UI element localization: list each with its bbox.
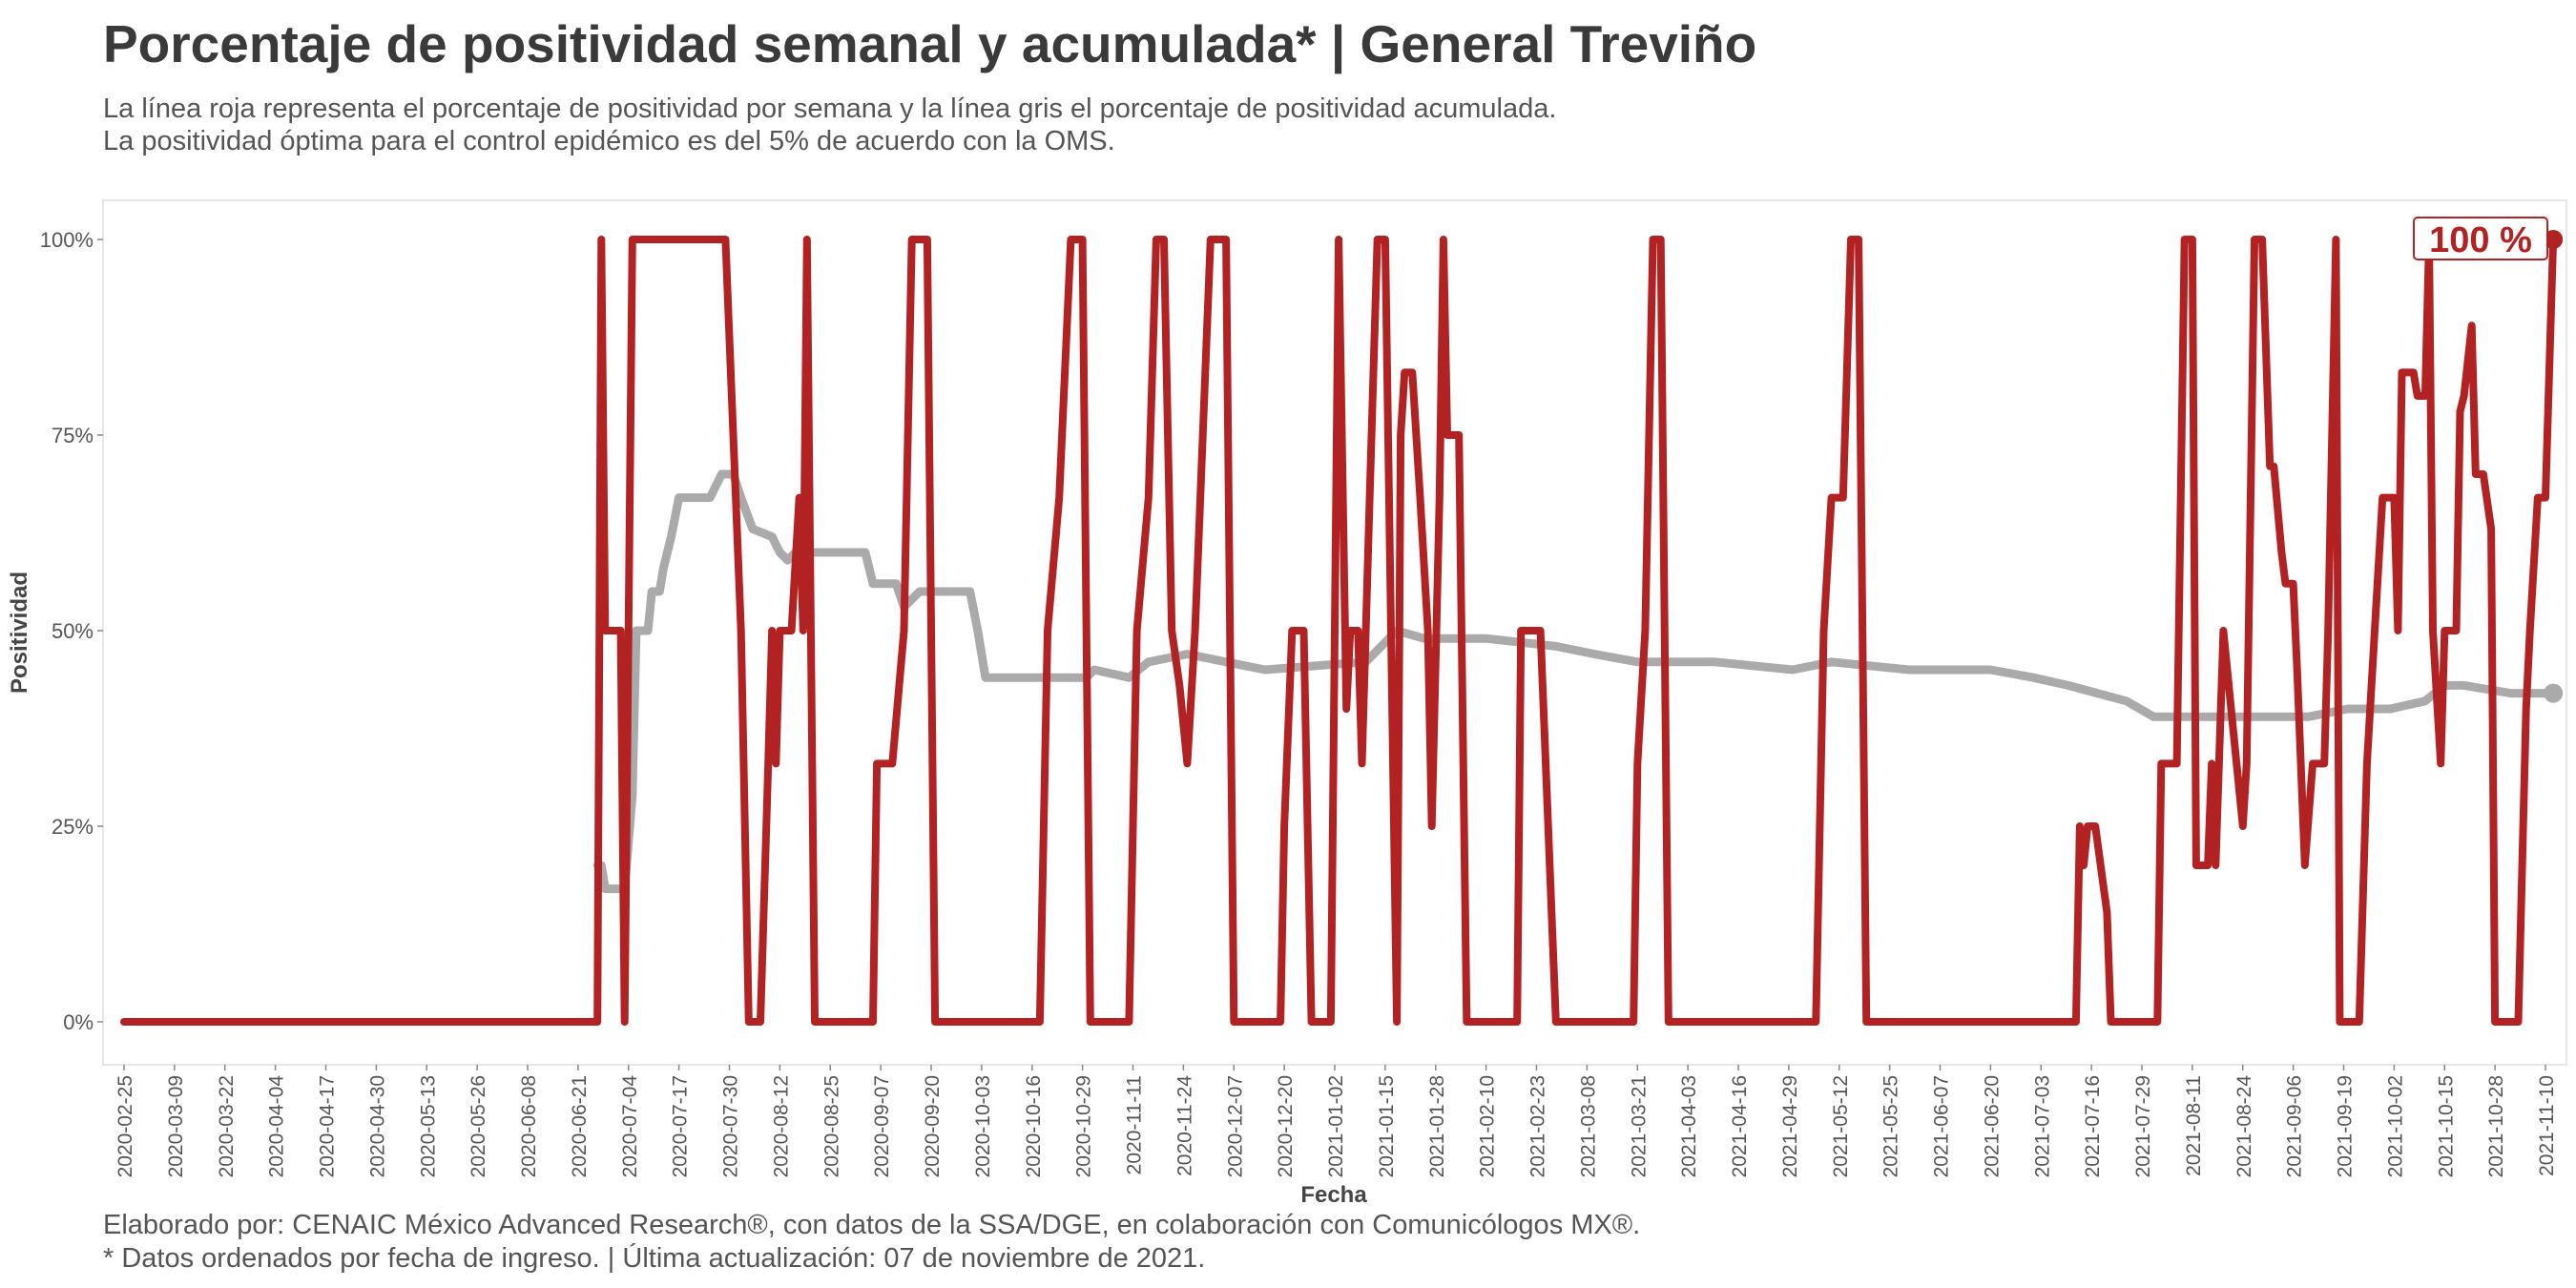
x-tick-label: 2020-11-24 [1174, 1075, 1195, 1176]
x-tick-label: 2021-02-10 [1477, 1075, 1499, 1177]
caption-credits: Elaborado por: CENAIC México Advanced Re… [103, 1210, 1641, 1240]
y-tick-label: 75% [52, 424, 93, 447]
x-tick-label: 2021-09-19 [2335, 1075, 2357, 1177]
y-axis: 0% 25% 50% 75% 100% [40, 228, 103, 1034]
x-tick-label: 2020-05-13 [417, 1075, 439, 1177]
x-tick-label: 2020-07-30 [720, 1075, 742, 1177]
x-axis: 2020-02-25 2020-03-09 2020-03-22 2020-04-04… [114, 1065, 2558, 1177]
x-tick-label: 2021-08-11 [2183, 1075, 2205, 1176]
x-tick-label: 2020-09-07 [871, 1075, 893, 1177]
x-tick-label: 2021-08-24 [2233, 1075, 2255, 1178]
x-tick-label: 2021-10-02 [2384, 1075, 2406, 1177]
x-tick-label: 2021-04-03 [1678, 1075, 1700, 1177]
x-tick-label: 2020-03-22 [216, 1075, 238, 1177]
x-tick-label: 2021-02-23 [1527, 1075, 1549, 1177]
x-tick-label: 2020-04-04 [266, 1075, 288, 1178]
x-tick-label: 2021-06-20 [1981, 1075, 2003, 1177]
chart-subtitle-line1: La línea roja representa el porcentaje d… [103, 93, 1557, 124]
x-tick-label: 2021-09-06 [2284, 1075, 2306, 1177]
x-tick-label: 2021-03-08 [1577, 1075, 1599, 1177]
x-tick-label: 2020-09-20 [922, 1075, 944, 1177]
x-tick-label: 2021-01-28 [1426, 1075, 1448, 1177]
x-tick-label: 2020-11-11 [1124, 1075, 1146, 1174]
series-layer [120, 230, 2564, 1026]
series-line-acumulada [592, 469, 2558, 894]
x-tick-label: 2020-08-12 [770, 1075, 792, 1177]
x-tick-label: 2020-12-07 [1224, 1075, 1246, 1177]
x-tick-label: 2020-07-17 [670, 1075, 692, 1177]
x-tick-label: 2021-11-10 [2536, 1075, 2558, 1176]
x-tick-label: 2021-04-16 [1729, 1075, 1751, 1177]
y-tick-label: 100% [40, 228, 93, 252]
x-tick-label: 2021-07-03 [2031, 1075, 2053, 1177]
x-tick-label: 2020-06-08 [518, 1075, 540, 1177]
x-tick-label: 2021-07-29 [2132, 1075, 2154, 1177]
end-value-label-box [2413, 217, 2548, 260]
series-end-point-semanal [2544, 230, 2564, 249]
chart-subtitle-line2: La positividad óptima para el control ep… [103, 126, 1115, 156]
x-tick-label: 2020-10-29 [1073, 1075, 1095, 1177]
x-tick-label: 2020-06-21 [569, 1075, 591, 1177]
x-tick-label: 2020-07-04 [619, 1075, 641, 1178]
x-tick-label: 2020-04-17 [317, 1075, 339, 1177]
x-axis-title: Fecha [1300, 1182, 1367, 1208]
x-tick-label: 2021-05-12 [1830, 1075, 1852, 1177]
y-tick-label: 50% [52, 619, 93, 643]
caption-update: * Datos ordenados por fecha de ingreso. … [103, 1243, 1206, 1274]
y-tick-label: 0% [63, 1010, 93, 1034]
x-tick-label: 2021-10-15 [2435, 1075, 2457, 1177]
x-tick-label: 2021-04-29 [1779, 1075, 1801, 1177]
x-tick-label: 2020-08-25 [821, 1075, 842, 1177]
x-tick-label: 2020-10-03 [972, 1075, 994, 1177]
x-tick-label: 2021-01-02 [1325, 1075, 1347, 1177]
x-tick-label: 2021-10-28 [2485, 1075, 2507, 1177]
x-tick-label: 2020-05-26 [467, 1075, 489, 1177]
x-tick-label: 2021-03-21 [1628, 1075, 1650, 1177]
y-axis-title: Positividad [7, 571, 32, 694]
x-tick-label: 2020-03-09 [165, 1075, 187, 1177]
x-tick-label: 2021-07-16 [2082, 1075, 2104, 1177]
x-tick-label: 2020-10-16 [1023, 1075, 1045, 1177]
x-tick-label: 2021-01-15 [1376, 1075, 1398, 1177]
end-value-label: 100 % [2413, 217, 2548, 260]
x-tick-label: 2020-04-30 [366, 1075, 388, 1177]
x-tick-label: 2021-05-25 [1880, 1075, 1902, 1177]
end-value-label-text: 100 % [2429, 220, 2532, 260]
x-tick-label: 2021-06-07 [1931, 1075, 1953, 1177]
x-tick-label: 2020-02-25 [114, 1075, 136, 1177]
chart-title: Porcentaje de positividad semanal y acum… [103, 14, 1757, 73]
series-end-point-acumulada [2544, 683, 2564, 703]
y-tick-label: 25% [52, 815, 93, 839]
x-tick-label: 2020-12-20 [1275, 1075, 1297, 1177]
series-line-semanal [120, 236, 2558, 1026]
